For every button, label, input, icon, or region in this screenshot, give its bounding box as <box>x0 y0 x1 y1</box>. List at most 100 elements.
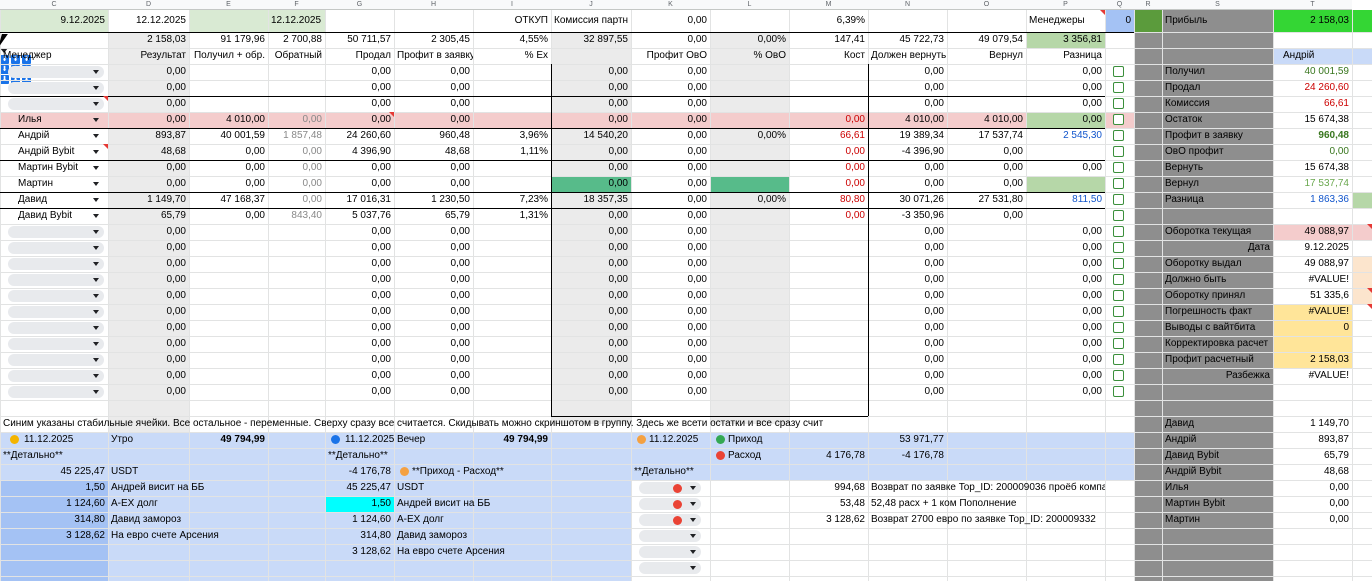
row-cell[interactable]: 0,00 <box>1003 162 1023 173</box>
row-cell[interactable] <box>789 352 868 368</box>
turnover-label[interactable]: Оборотку выдал <box>1165 258 1242 269</box>
row-cell[interactable]: 0,00 <box>166 114 186 125</box>
row-cell[interactable]: 0,00 <box>371 178 391 189</box>
row-cell[interactable] <box>473 336 551 352</box>
row-cell[interactable]: 0,00 <box>1082 82 1102 93</box>
row-cell[interactable]: 0,00 <box>245 210 265 221</box>
row-cell[interactable]: 0,00 <box>924 178 944 189</box>
row-cell[interactable]: 0,00 <box>687 178 707 189</box>
row-cell[interactable] <box>473 112 551 128</box>
row-cell[interactable]: 0,00 <box>608 370 628 381</box>
row-cell[interactable]: 0,00 <box>924 226 944 237</box>
row-cell[interactable] <box>710 240 789 256</box>
row-cell[interactable]: 0,00 <box>302 178 322 189</box>
person-value[interactable]: 48,68 <box>1323 466 1349 477</box>
row-cell[interactable]: 0,00 <box>371 386 391 397</box>
row-cell[interactable]: 66,61 <box>839 130 865 141</box>
row-cell[interactable]: 0,00 <box>1082 226 1102 237</box>
row-cell[interactable]: 0,00 <box>371 82 391 93</box>
row-cell[interactable] <box>789 320 868 336</box>
row-cell[interactable]: 0,00 <box>371 306 391 317</box>
summary-value[interactable]: 15 674,38 <box>1304 114 1350 125</box>
row-cell[interactable]: 0,00 <box>1082 66 1102 77</box>
b3-date[interactable]: 11.12.2025 <box>649 434 699 445</box>
b2-item[interactable]: Давид замороз <box>397 530 468 541</box>
row-cell[interactable] <box>710 256 789 272</box>
b1-item[interactable]: На евро счете Арсения <box>111 530 219 541</box>
row-cell[interactable]: 0,00 <box>924 338 944 349</box>
manager-name[interactable]: Мартин Bybit <box>18 162 79 173</box>
row-cell[interactable]: 4 396,90 <box>352 146 391 157</box>
total-cell[interactable]: 147,41 <box>834 34 865 45</box>
row-cell[interactable] <box>1026 144 1105 160</box>
row-cell[interactable]: 0,00 <box>924 162 944 173</box>
person-label[interactable]: Андрій <box>1165 434 1197 445</box>
row-cell[interactable] <box>789 256 868 272</box>
row-cell[interactable]: 17 016,31 <box>346 194 392 205</box>
row-cell[interactable] <box>268 304 325 320</box>
row-cell[interactable]: 0,00 <box>450 98 470 109</box>
managers-label[interactable]: Менеджеры <box>1029 15 1085 26</box>
summary-label[interactable]: Вернул <box>1165 178 1199 189</box>
b3-amount[interactable]: 994,68 <box>834 482 865 493</box>
turnover-value[interactable]: 51 335,6 <box>1310 290 1349 301</box>
row-cell[interactable]: 17 537,74 <box>978 130 1024 141</box>
turnover-value[interactable]: #VALUE! <box>1308 274 1349 285</box>
row-cell[interactable]: 0,00 <box>608 114 628 125</box>
row-cell[interactable]: 0,00 <box>371 258 391 269</box>
row-cell[interactable] <box>947 368 1026 384</box>
row-checkbox[interactable] <box>1113 386 1124 397</box>
b3-rashod[interactable]: Расход <box>728 450 761 461</box>
row-cell[interactable]: 19 389,34 <box>899 130 945 141</box>
b1-item[interactable]: USDT <box>111 466 139 477</box>
row-checkbox[interactable] <box>1113 322 1124 333</box>
row-cell[interactable]: 1,31% <box>519 210 548 221</box>
row-cell[interactable] <box>710 160 789 176</box>
b1-amount[interactable]: 314,80 <box>74 514 105 525</box>
row-cell[interactable]: -3 350,96 <box>901 210 944 221</box>
row-cell[interactable]: 0,00 <box>924 242 944 253</box>
commission-value[interactable]: 0,00 <box>687 15 707 26</box>
manager-dropdown[interactable] <box>8 178 104 190</box>
header-cell[interactable]: Получил + обр. <box>193 50 265 61</box>
summary-label[interactable]: ОвО профит <box>1165 146 1224 157</box>
manager-name[interactable]: Давид <box>18 194 48 205</box>
b2-total[interactable]: 49 794,99 <box>503 434 549 445</box>
turnover-label[interactable]: Дата <box>1247 242 1270 253</box>
row-cell[interactable] <box>473 272 551 288</box>
row-checkbox[interactable] <box>1113 178 1124 189</box>
row-cell[interactable]: 0,00 <box>687 66 707 77</box>
row-cell[interactable] <box>189 352 268 368</box>
row-cell[interactable] <box>189 384 268 400</box>
row-cell[interactable]: 0,00 <box>450 370 470 381</box>
b3-rashod-value[interactable]: 4 176,78 <box>826 450 865 461</box>
turnover-label[interactable]: Должно быть <box>1165 274 1227 285</box>
row-cell[interactable]: 0,00 <box>1003 210 1023 221</box>
column-header-J[interactable]: J <box>551 0 631 10</box>
header-cell[interactable]: Продал <box>355 50 391 61</box>
row-checkbox[interactable] <box>1113 258 1124 269</box>
chevron-down-icon[interactable] <box>0 48 8 53</box>
b2-amount[interactable]: 1,50 <box>371 498 391 509</box>
header-cell[interactable]: Разница <box>1063 50 1102 61</box>
row-cell[interactable]: 0,00 <box>924 98 944 109</box>
row-cell[interactable]: 0,00 <box>245 146 265 157</box>
row-cell[interactable]: 0,00 <box>608 290 628 301</box>
person-label[interactable]: Давид Bybit <box>1165 450 1220 461</box>
row-cell[interactable]: 0,00 <box>1082 322 1102 333</box>
commission-label[interactable]: Комиссия партн <box>554 15 629 26</box>
comment-marker-icon[interactable] <box>389 112 394 117</box>
row-cell[interactable]: 4 010,00 <box>226 114 265 125</box>
row-cell[interactable]: 0,00 <box>450 338 470 349</box>
row-cell[interactable]: 0,00 <box>608 98 628 109</box>
row-cell[interactable] <box>473 384 551 400</box>
row-cell[interactable]: 0,00 <box>371 354 391 365</box>
row-cell[interactable] <box>710 176 789 192</box>
row-cell[interactable] <box>710 272 789 288</box>
row-checkbox[interactable] <box>1113 114 1124 125</box>
b2-date[interactable]: 11.12.2025 <box>345 434 394 445</box>
column-header-F[interactable]: F <box>268 0 325 10</box>
row-checkbox[interactable] <box>1113 146 1124 157</box>
row-cell[interactable]: 1 857,48 <box>283 130 322 141</box>
manager-dropdown[interactable] <box>8 66 104 78</box>
